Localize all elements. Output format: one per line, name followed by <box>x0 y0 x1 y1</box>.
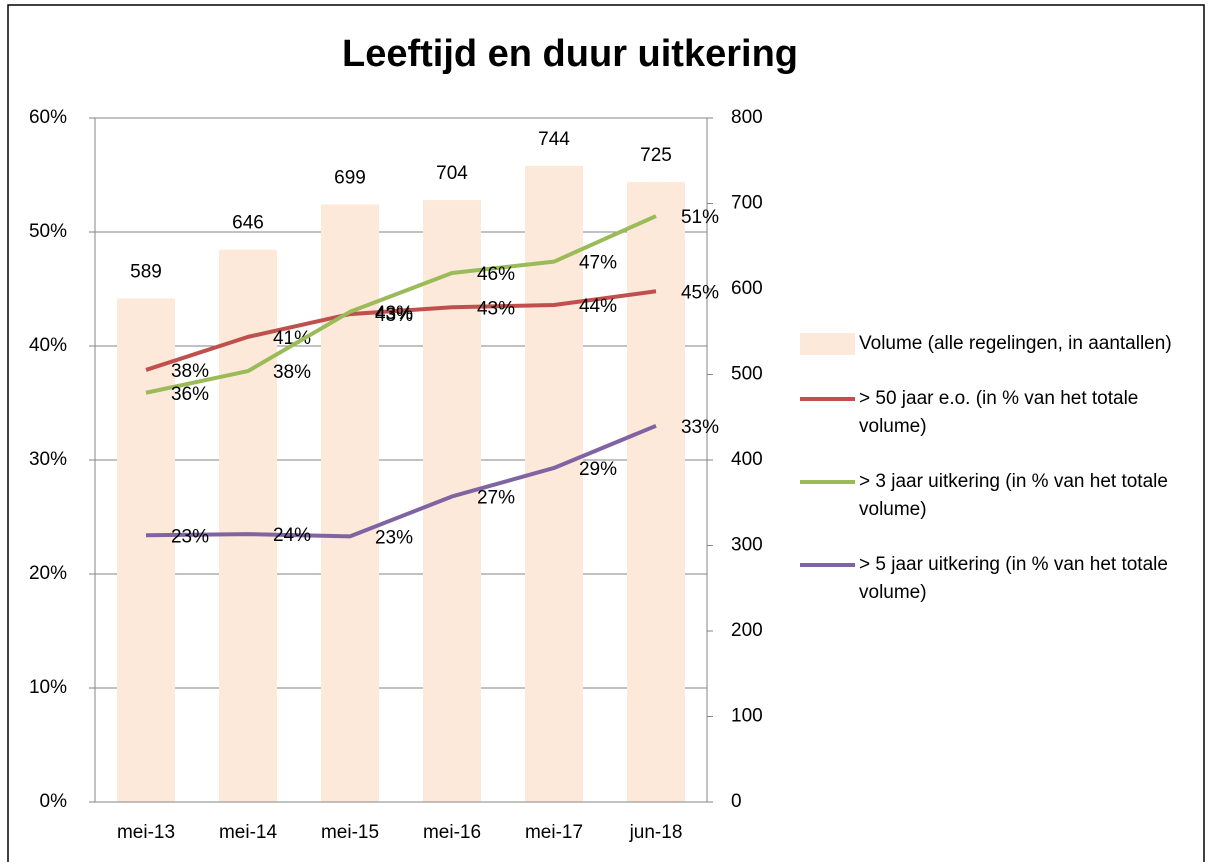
line-value-label: 36% <box>171 384 209 405</box>
chart-title: Leeftijd en duur uitkering <box>342 33 798 75</box>
line-value-label: 38% <box>171 361 209 382</box>
legend-swatch <box>800 551 855 579</box>
line-value-label: 47% <box>579 253 617 274</box>
line-value-label: 45% <box>681 282 719 303</box>
line-value-label: 41% <box>273 328 311 349</box>
bar-value-label: 646 <box>232 213 264 234</box>
bar <box>525 165 583 802</box>
line-value-label: 43% <box>477 298 515 319</box>
line-value-label: 29% <box>579 459 617 480</box>
bar-value-label: 744 <box>538 129 570 150</box>
y-tick-label: 20% <box>29 563 67 584</box>
chart-border <box>7 4 1205 862</box>
bar-value-label: 725 <box>640 145 672 166</box>
y2-tick-label: 400 <box>731 449 763 470</box>
legend-swatch <box>800 385 855 413</box>
line-value-label: 23% <box>375 527 413 548</box>
legend-label: > 3 jaar uitkering (in % van het totale … <box>859 471 1168 520</box>
line <box>145 214 657 395</box>
x-tick-label: mei-14 <box>219 822 278 843</box>
bar <box>321 204 379 803</box>
line-value-label: 44% <box>579 296 617 317</box>
y2-tick-label: 800 <box>731 107 763 128</box>
legend-swatch <box>800 468 855 496</box>
x-tick-label: mei-16 <box>423 822 481 843</box>
legend-entry: Volume (alle regelingen, in aantallen) <box>800 330 1200 358</box>
bar <box>117 298 175 802</box>
legend-entry: > 3 jaar uitkering (in % van het totale … <box>800 468 1200 524</box>
line-value-label: 23% <box>171 526 209 547</box>
line-value-label: 33% <box>681 417 719 438</box>
line-value-label: 27% <box>477 487 515 508</box>
x-tick-label: jun-18 <box>629 822 683 843</box>
bar <box>423 200 481 802</box>
x-tick-label: mei-13 <box>117 822 175 843</box>
y-tick-label: 50% <box>29 221 67 242</box>
y2-tick-label: 200 <box>731 620 763 641</box>
y-tick-label: 40% <box>29 335 67 356</box>
y-tick-label: 30% <box>29 449 67 470</box>
y2-tick-label: 700 <box>731 193 763 214</box>
y2-tick-label: 500 <box>731 364 763 385</box>
legend: Volume (alle regelingen, in aantallen) > … <box>800 330 1200 634</box>
y2-tick-label: 100 <box>731 706 763 727</box>
legend-entry: > 5 jaar uitkering (in % van het totale … <box>800 551 1200 607</box>
y2-tick-label: 0 <box>731 791 742 812</box>
line-value-label: 38% <box>273 362 311 383</box>
line <box>145 289 657 372</box>
line-value-label: 51% <box>681 207 719 228</box>
bar-value-label: 589 <box>130 261 162 282</box>
x-tick-label: mei-17 <box>525 822 583 843</box>
legend-label: > 50 jaar e.o. (in % van het totale volu… <box>859 388 1139 437</box>
y-tick-label: 60% <box>29 107 67 128</box>
line-value-label: 43% <box>375 303 413 324</box>
line-value-label: 24% <box>273 525 311 546</box>
legend-label: Volume (alle regelingen, in aantallen) <box>859 333 1172 354</box>
legend-label: > 5 jaar uitkering (in % van het totale … <box>859 554 1168 603</box>
legend-entry: > 50 jaar e.o. (in % van het totale volu… <box>800 385 1200 441</box>
line-value-label: 46% <box>477 264 515 285</box>
bar <box>627 182 685 802</box>
bar-value-label: 704 <box>436 163 468 184</box>
y2-tick-label: 300 <box>731 535 763 556</box>
line <box>145 423 657 539</box>
y-tick-label: 0% <box>40 791 68 812</box>
bar-value-label: 699 <box>334 167 366 188</box>
line-value-label: 43% <box>375 305 413 326</box>
legend-swatch <box>800 330 855 358</box>
x-tick-label: mei-15 <box>321 822 379 843</box>
y2-tick-label: 600 <box>731 278 763 299</box>
y-tick-label: 10% <box>29 677 67 698</box>
